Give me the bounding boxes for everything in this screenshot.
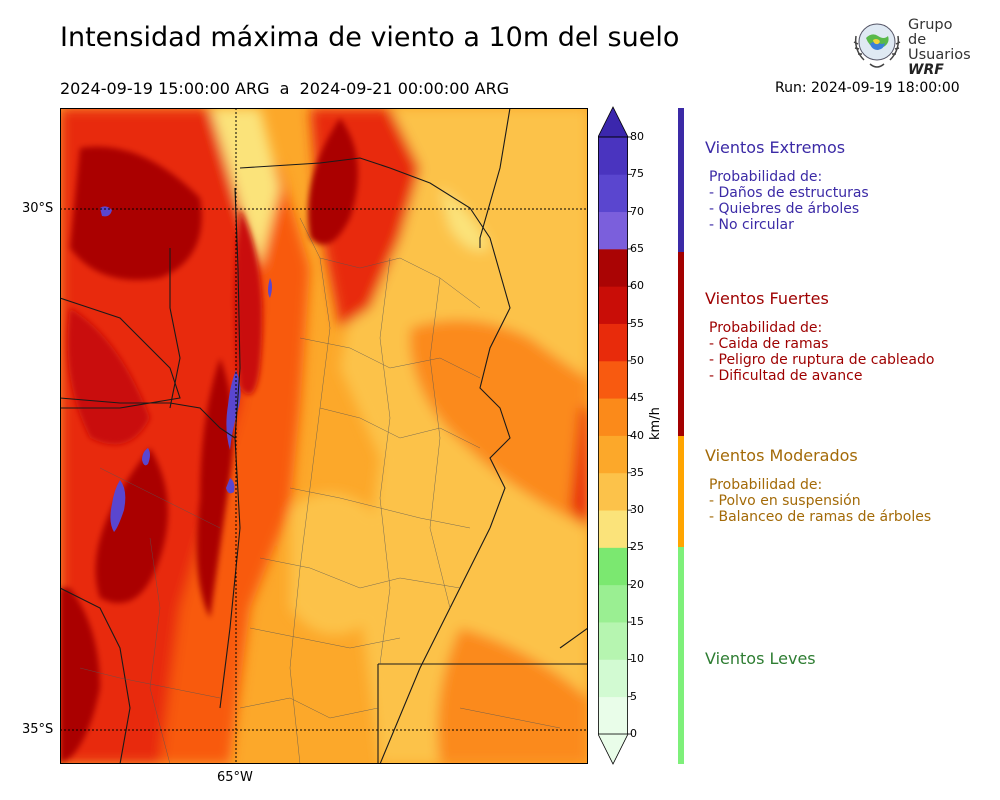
colorbar-upper-extension (598, 106, 629, 138)
colorbar-tick-label: 70 (630, 204, 644, 218)
logo-line-1: Grupo de (908, 17, 953, 48)
colorbar-segment (598, 622, 628, 660)
wind-field (60, 108, 588, 764)
colorbar-tick-label: 65 (630, 241, 644, 255)
grupo-usuarios-wrf-logo: Grupo de Usuarios WRF (848, 16, 971, 78)
colorbar-segment (598, 211, 628, 250)
colorbar-segment (598, 174, 628, 213)
category-line: - Dificultad de avance (709, 368, 863, 384)
colorbar-segment (598, 286, 628, 324)
category-line: - Balanceo de ramas de árboles (709, 509, 932, 525)
colorbar-tick-label: 20 (630, 577, 644, 591)
globe-laurel-icon (853, 23, 901, 68)
colorbar-segment (598, 248, 628, 287)
category-line: - Caida de ramas (709, 336, 829, 352)
colorbar-segment (598, 659, 628, 698)
colorbar-segment (598, 472, 628, 511)
category-line: Probabilidad de: (709, 320, 823, 336)
colorbar-tick-label: 10 (630, 652, 644, 666)
colorbar-segment (598, 435, 628, 474)
category-extreme: Vientos Extremos Probabilidad de: - Daño… (705, 138, 869, 233)
light-category-bar (678, 547, 684, 764)
category-title: Vientos Extremos (705, 138, 846, 157)
colorbar-segment (598, 584, 628, 623)
colorbar-tick-label: 5 (630, 689, 637, 703)
colorbar-segment (598, 323, 628, 362)
colorbar-tick-label: 60 (630, 279, 644, 293)
moderate-category-bar (678, 436, 684, 547)
colorbar-tick-label: 25 (630, 540, 644, 554)
colorbar-segment (598, 696, 628, 735)
colorbar-segment (598, 398, 628, 436)
colorbar-tick-label: 45 (630, 391, 644, 405)
colorbar-segment (598, 547, 628, 586)
colorbar-tick-label: 0 (630, 727, 637, 740)
category-title: Vientos Fuertes (705, 289, 829, 308)
strong-category-bar (678, 252, 684, 436)
category-line: Probabilidad de: (709, 169, 823, 185)
category-line: - No circular (709, 217, 794, 233)
colorbar-segment (598, 510, 628, 548)
logo-line-3: WRF (908, 62, 944, 78)
extreme-category-bar (678, 108, 684, 252)
colorbar-segment (598, 360, 628, 399)
category-line: - Polvo en suspensión (709, 493, 861, 509)
category-title: Vientos Leves (705, 649, 816, 668)
colorbar-tick-label: 75 (630, 167, 644, 181)
colorbar-segment (598, 137, 628, 175)
forecast-range: 2024-09-19 15:00:00 ARG a 2024-09-21 00:… (60, 79, 510, 98)
run-time: Run: 2024-09-19 18:00:00 (775, 80, 960, 96)
wind-map (60, 108, 588, 764)
lon-label-65w: 65°W (217, 770, 253, 785)
colorbar-tick-label: 40 (630, 428, 644, 442)
colorbar-tick-label: 50 (630, 353, 644, 367)
category-line: Probabilidad de: (709, 477, 823, 493)
category-line: - Quiebres de árboles (709, 201, 860, 217)
colorbar-lower-extension (598, 733, 629, 765)
category-line: - Peligro de ruptura de cableado (709, 352, 935, 368)
category-line: - Daños de estructuras (709, 185, 869, 201)
category-strong: Vientos Fuertes Probabilidad de: - Caida… (705, 289, 934, 384)
wind-colorbar (598, 106, 632, 765)
category-title: Vientos Moderados (705, 446, 858, 465)
logo-line-2: Usuarios (908, 47, 971, 63)
category-light: Vientos Leves (705, 649, 816, 668)
colorbar-tick-label: 30 (630, 503, 644, 517)
lat-label-35s: 35°S (22, 722, 54, 737)
colorbar-tick-label: 80 (630, 130, 644, 143)
colorbar-tick-label: 35 (630, 465, 644, 479)
map-title: Intensidad máxima de viento a 10m del su… (60, 22, 680, 53)
colorbar-tick-label: 15 (630, 615, 644, 629)
category-moderate: Vientos Moderados Probabilidad de: - Pol… (705, 446, 931, 525)
lat-label-30s: 30°S (22, 201, 54, 216)
colorbar-unit: km/h (648, 407, 663, 440)
colorbar-tick-label: 55 (630, 316, 644, 330)
